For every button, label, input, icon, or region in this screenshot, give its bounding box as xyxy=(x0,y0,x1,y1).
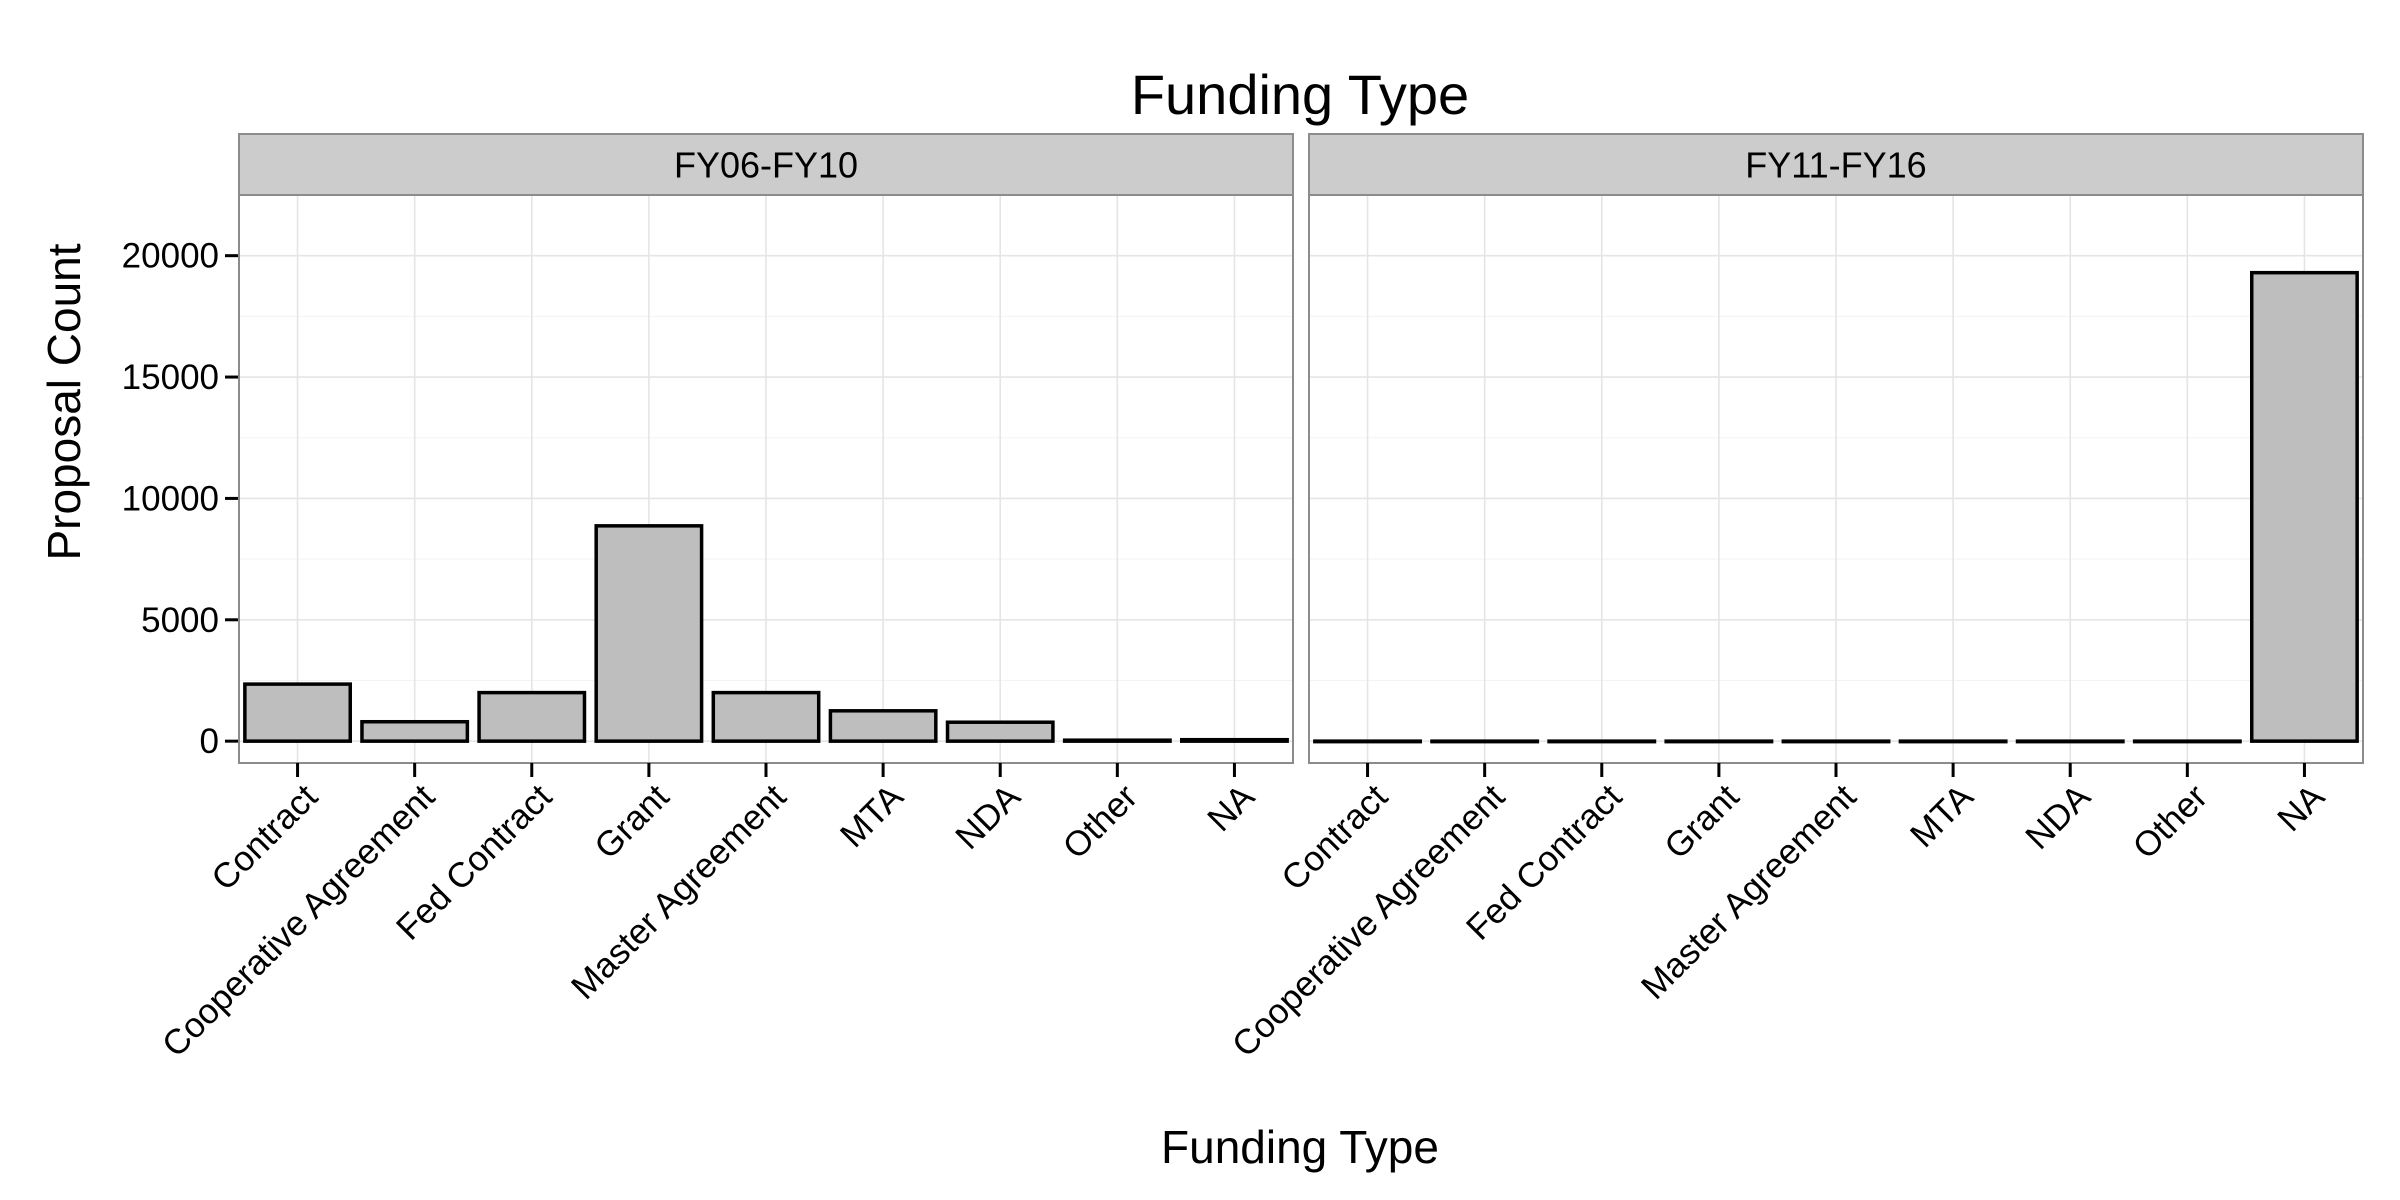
x-tick-label: NDA xyxy=(2018,777,2098,857)
bar-fed-contract xyxy=(477,690,587,743)
bar-master-agreement xyxy=(711,690,821,743)
y-tick-label: 10000 xyxy=(122,479,219,518)
bar-grant xyxy=(1664,739,1774,744)
x-tick-label: Contract xyxy=(204,777,325,898)
bar-other xyxy=(2132,739,2242,744)
y-tick-label: 20000 xyxy=(122,237,219,276)
y-tick-label: 15000 xyxy=(122,358,219,397)
gridlines xyxy=(1309,195,2363,763)
facet-strip xyxy=(1308,133,2364,196)
x-tick-label: MTA xyxy=(1903,777,1981,855)
y-tick-label: 0 xyxy=(200,722,219,761)
bar-mta xyxy=(1898,739,2008,744)
bar-other xyxy=(1062,738,1172,743)
x-tick-label: Contract xyxy=(1274,777,1395,898)
bar-contract xyxy=(1313,739,1423,744)
bar-mta xyxy=(828,709,938,743)
bar-cooperative-agreement xyxy=(360,719,470,743)
bar-nda xyxy=(945,720,1055,743)
x-tick-label: Other xyxy=(2126,777,2216,867)
x-axis-title: Funding Type xyxy=(1161,1121,1439,1173)
facet-strip-label: FY06-FY10 xyxy=(674,145,858,186)
x-tick-label: Master Agreement xyxy=(564,777,794,1007)
x-tick-label: Master Agreement xyxy=(1634,777,1864,1007)
bar-cooperative-agreement xyxy=(1430,739,1540,744)
x-tick-label: Grant xyxy=(1657,777,1747,867)
bar-master-agreement xyxy=(1781,739,1891,744)
y-tick-label: 5000 xyxy=(141,601,219,640)
bar-grant xyxy=(594,524,704,743)
bar-fed-contract xyxy=(1547,739,1657,744)
facet-strip xyxy=(238,133,1294,196)
x-tick-label: NA xyxy=(1200,777,1262,839)
y-axis-title: Proposal Count xyxy=(38,243,90,560)
bar-nda xyxy=(2015,739,2125,744)
x-tick-label: NA xyxy=(2270,777,2332,839)
bar-na xyxy=(1179,737,1289,743)
bar-na xyxy=(2249,270,2359,743)
bar-contract xyxy=(243,682,353,743)
x-tick-label: Other xyxy=(1056,777,1146,867)
y-axis: 0 5000 10000 15000 20000 xyxy=(122,237,239,761)
facet-strip-label: FY11-FY16 xyxy=(1745,145,1926,186)
x-tick-label: NDA xyxy=(948,777,1028,857)
x-tick-label: MTA xyxy=(833,777,911,855)
x-tick-label: Grant xyxy=(587,777,677,867)
chart-title: Funding Type xyxy=(1131,63,1469,126)
